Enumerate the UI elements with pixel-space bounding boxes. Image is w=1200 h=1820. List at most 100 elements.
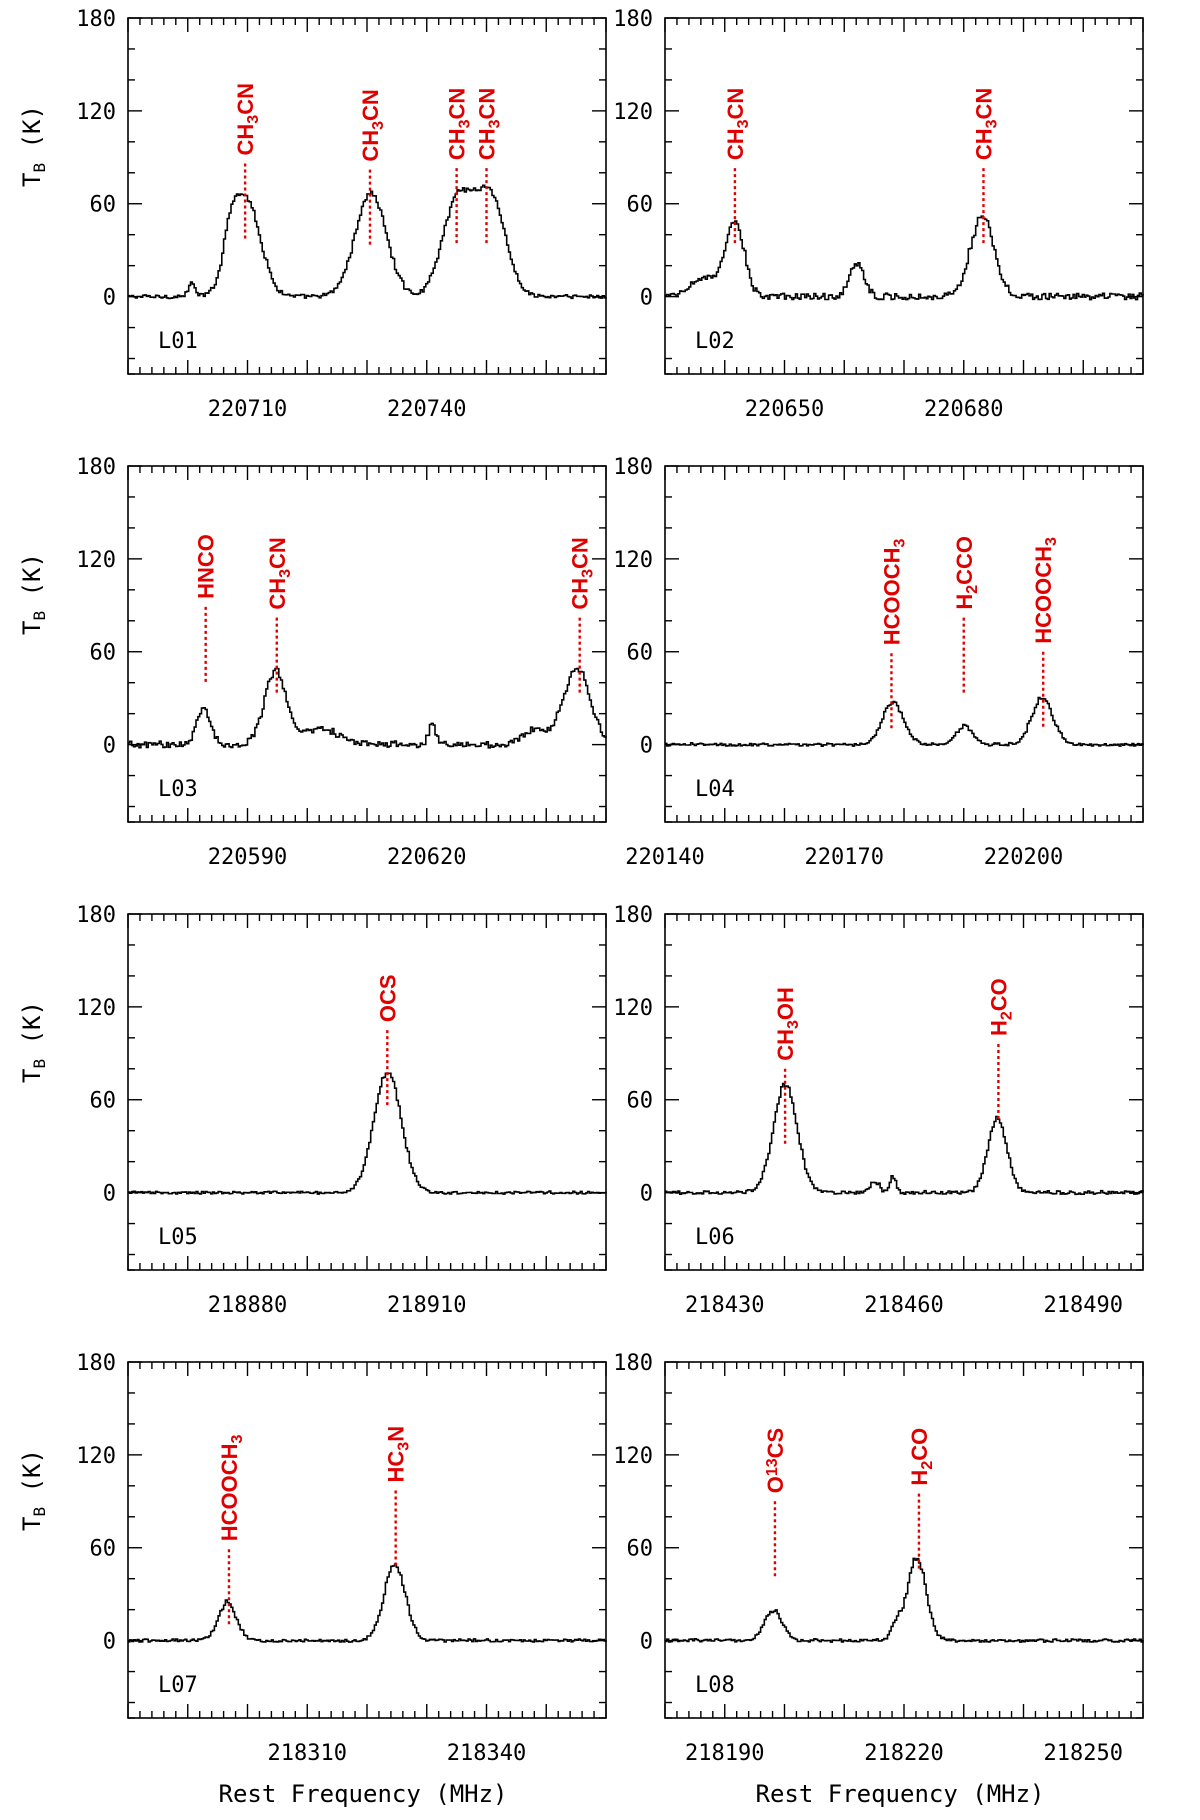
plot-frame	[664, 1361, 1144, 1719]
x-tick-label: 220170	[805, 845, 884, 870]
line-label: CH3OH	[773, 987, 802, 1061]
line-label: HC3N	[384, 1426, 413, 1483]
y-tick-label: 0	[640, 286, 653, 311]
y-axis-title: TB (K)	[18, 1449, 49, 1531]
y-tick-label: 120	[613, 1444, 653, 1469]
x-tick-label: 218310	[268, 1741, 347, 1766]
y-axis-title: TB (K)	[18, 553, 49, 635]
line-label: CH3CN	[358, 89, 387, 161]
line-label: CH3CN	[971, 88, 1000, 160]
y-tick-label: 120	[613, 548, 653, 573]
line-label: CH3CN	[233, 83, 262, 155]
x-tick-label: 220710	[208, 397, 287, 422]
panel-label: L02	[695, 329, 735, 354]
spectrum-line	[128, 1072, 607, 1195]
panel-L05: 0 60 120 180 218880 218910 TB (K) L05 OCS	[18, 903, 607, 1318]
panel-label: L05	[158, 1225, 198, 1250]
panel-L03: 0 60 120 180 220590 220620 TB (K) L03 HNCO CH3CN C…	[18, 455, 607, 870]
y-tick-label: 120	[613, 100, 653, 125]
y-tick-label: 120	[76, 100, 116, 125]
line-label: OCS	[375, 974, 400, 1022]
panel-label: L01	[158, 329, 198, 354]
line-label: CH3CN	[475, 88, 504, 160]
spectrum-line	[665, 696, 1144, 747]
line-label: HNCO	[194, 534, 219, 599]
panel-label: L03	[158, 777, 198, 802]
x-tick-label: 218460	[864, 1293, 943, 1318]
y-tick-label: 120	[76, 996, 116, 1021]
y-tick-label: 180	[76, 455, 116, 480]
plot-frame	[127, 1361, 607, 1719]
plot-frame	[127, 465, 607, 823]
x-tick-label: 220590	[208, 845, 287, 870]
line-label: CH3CN	[568, 537, 597, 609]
x-tick-label: 220140	[625, 845, 704, 870]
spectrum-line	[128, 1563, 607, 1643]
x-tick-label: 220680	[924, 397, 1003, 422]
line-label: CH3CN	[445, 88, 474, 160]
y-tick-label: 60	[627, 1089, 654, 1114]
x-tick-label: 220200	[984, 845, 1063, 870]
y-tick-label: 180	[613, 455, 653, 480]
y-tick-label: 120	[613, 996, 653, 1021]
plot-frame	[127, 913, 607, 1271]
y-tick-label: 60	[627, 1537, 654, 1562]
y-tick-label: 180	[76, 1351, 116, 1376]
y-tick-label: 180	[76, 7, 116, 32]
x-tick-label: 218340	[447, 1741, 526, 1766]
y-tick-label: 180	[613, 7, 653, 32]
y-tick-label: 0	[103, 734, 116, 759]
panel-L02: 0 60 120 180 220650 220680 L02 CH3CN CH3CN	[613, 7, 1144, 422]
line-label: HCOOCH3	[1031, 537, 1060, 644]
x-axis-title-left: Rest Frequency (MHz)	[219, 1780, 508, 1808]
panel-label: L08	[695, 1673, 735, 1698]
y-tick-label: 0	[640, 1630, 653, 1655]
spectrum-line	[665, 1557, 1144, 1643]
x-tick-label: 220650	[745, 397, 824, 422]
y-tick-label: 120	[76, 548, 116, 573]
x-tick-label: 218190	[685, 1741, 764, 1766]
line-label: H2CO	[986, 978, 1015, 1036]
panel-L08: 0 60 120 180 218190 218220 218250 L08 O13CS H2CO	[613, 1351, 1144, 1766]
panel-label: L06	[695, 1225, 735, 1250]
x-axis-title-right: Rest Frequency (MHz)	[756, 1780, 1045, 1808]
y-tick-label: 0	[103, 286, 116, 311]
line-label: CH3CN	[265, 537, 294, 609]
y-tick-label: 180	[613, 1351, 653, 1376]
y-tick-label: 60	[90, 1537, 117, 1562]
y-tick-label: 0	[640, 1182, 653, 1207]
line-label: O13CS	[763, 1428, 788, 1493]
line-label: CH3CN	[723, 88, 752, 160]
y-tick-label: 60	[90, 193, 117, 218]
spectrum-line	[665, 1082, 1144, 1196]
panel-label: L04	[695, 777, 735, 802]
y-tick-label: 60	[90, 641, 117, 666]
y-tick-label: 60	[627, 193, 654, 218]
x-tick-label: 218430	[685, 1293, 764, 1318]
spectrum-line	[665, 215, 1144, 301]
line-label: HCOOCH3	[217, 1435, 246, 1542]
x-tick-label: 220740	[387, 397, 466, 422]
spectrum-line	[128, 184, 607, 300]
panel-L07: 0 60 120 180 218310 218340 TB (K) L07 HCOOCH3 HC3…	[18, 1351, 607, 1766]
y-tick-label: 60	[90, 1089, 117, 1114]
x-tick-label: 218490	[1044, 1293, 1123, 1318]
y-tick-label: 180	[76, 903, 116, 928]
x-tick-label: 218220	[864, 1741, 943, 1766]
line-label: H2CCO	[952, 536, 981, 610]
x-tick-label: 220620	[387, 845, 466, 870]
line-label: HCOOCH3	[879, 539, 908, 646]
y-tick-label: 60	[627, 641, 654, 666]
y-tick-label: 120	[76, 1444, 116, 1469]
x-tick-label: 218250	[1044, 1741, 1123, 1766]
x-tick-label: 218910	[387, 1293, 466, 1318]
y-axis-title: TB (K)	[18, 1001, 49, 1083]
y-axis-title: TB (K)	[18, 105, 49, 187]
spectrum-line	[128, 667, 607, 749]
line-label: H2CO	[907, 1428, 936, 1486]
plot-frame	[664, 913, 1144, 1271]
y-tick-label: 180	[613, 903, 653, 928]
